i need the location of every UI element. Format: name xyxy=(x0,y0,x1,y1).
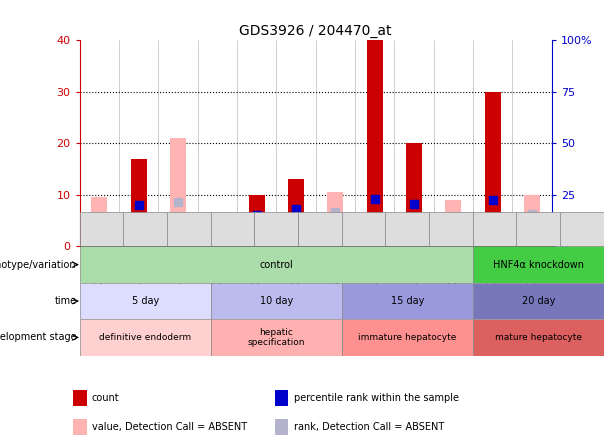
Bar xyxy=(524,195,540,246)
Point xyxy=(409,201,419,208)
Bar xyxy=(275,390,288,406)
Text: percentile rank within the sample: percentile rank within the sample xyxy=(294,393,459,403)
Bar xyxy=(249,195,265,246)
Bar xyxy=(275,419,288,435)
Bar xyxy=(341,283,473,319)
Bar xyxy=(167,212,211,246)
Text: count: count xyxy=(92,393,120,403)
Text: rank, Detection Call = ABSENT: rank, Detection Call = ABSENT xyxy=(294,422,444,432)
Text: 10 day: 10 day xyxy=(260,296,293,306)
Text: immature hepatocyte: immature hepatocyte xyxy=(358,333,457,342)
Point xyxy=(449,219,459,226)
Bar xyxy=(73,390,86,406)
Text: development stage: development stage xyxy=(0,333,77,342)
Title: GDS3926 / 204470_at: GDS3926 / 204470_at xyxy=(240,24,392,38)
Bar xyxy=(406,143,422,246)
Point xyxy=(488,196,498,203)
Bar xyxy=(446,200,461,246)
Bar xyxy=(91,198,107,246)
Bar xyxy=(210,223,225,246)
Text: control: control xyxy=(259,260,293,270)
Bar xyxy=(211,212,254,246)
Bar xyxy=(473,283,604,319)
Bar xyxy=(80,212,123,246)
Bar xyxy=(131,159,147,246)
Text: time: time xyxy=(55,296,77,306)
Bar xyxy=(473,319,604,356)
Text: mature hepatocyte: mature hepatocyte xyxy=(495,333,582,342)
Bar xyxy=(367,40,383,246)
Point xyxy=(94,215,104,222)
Point xyxy=(173,198,183,206)
Bar xyxy=(560,212,604,246)
Bar xyxy=(123,212,167,246)
Bar xyxy=(386,212,429,246)
Point xyxy=(134,202,143,209)
Bar xyxy=(80,246,473,283)
Bar xyxy=(298,212,341,246)
Bar xyxy=(211,319,341,356)
Text: 15 day: 15 day xyxy=(390,296,424,306)
Bar xyxy=(211,283,341,319)
Bar xyxy=(80,283,211,319)
Bar xyxy=(341,212,386,246)
Bar xyxy=(485,91,501,246)
Bar xyxy=(473,246,604,283)
Bar xyxy=(170,138,186,246)
Bar xyxy=(516,212,560,246)
Bar xyxy=(327,192,343,246)
Bar xyxy=(473,212,516,246)
Point xyxy=(252,212,262,219)
Text: genotype/variation: genotype/variation xyxy=(0,260,77,270)
Bar xyxy=(341,319,473,356)
Bar xyxy=(73,419,86,435)
Point xyxy=(213,222,223,229)
Text: hepatic
specification: hepatic specification xyxy=(248,328,305,347)
Text: 20 day: 20 day xyxy=(522,296,555,306)
Bar xyxy=(254,212,298,246)
Bar xyxy=(288,179,304,246)
Point xyxy=(330,209,340,216)
Point xyxy=(291,206,301,213)
Point xyxy=(370,195,379,202)
Bar xyxy=(80,319,211,356)
Text: value, Detection Call = ABSENT: value, Detection Call = ABSENT xyxy=(92,422,247,432)
Text: definitive endoderm: definitive endoderm xyxy=(99,333,191,342)
Text: HNF4α knockdown: HNF4α knockdown xyxy=(493,260,584,270)
Point xyxy=(527,211,537,218)
Bar xyxy=(429,212,473,246)
Text: 5 day: 5 day xyxy=(132,296,159,306)
